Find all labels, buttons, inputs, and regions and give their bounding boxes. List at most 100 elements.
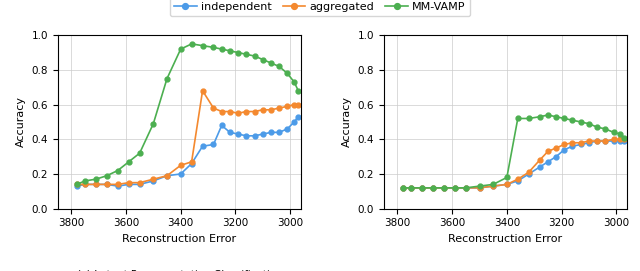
aggregated <box>259 108 267 111</box>
MM-VAMP <box>103 174 111 177</box>
independent <box>462 186 470 189</box>
aggregated <box>275 107 283 110</box>
MM-VAMP <box>577 120 584 124</box>
aggregated <box>525 171 532 174</box>
MM-VAMP <box>490 183 497 186</box>
aggregated <box>462 186 470 189</box>
Title: (a) Latent Representation Classification: (a) Latent Representation Classification <box>76 270 282 271</box>
independent <box>514 179 522 183</box>
X-axis label: Reconstruction Error: Reconstruction Error <box>122 234 236 244</box>
aggregated <box>136 181 143 184</box>
MM-VAMP <box>210 46 218 49</box>
independent <box>610 139 618 143</box>
independent <box>418 186 426 189</box>
Title: (b) Conditional Generation Coherence: (b) Conditional Generation Coherence <box>407 270 604 271</box>
MM-VAMP <box>163 77 171 80</box>
aggregated <box>593 139 601 143</box>
aggregated <box>163 174 171 177</box>
aggregated <box>81 183 89 186</box>
aggregated <box>92 183 100 186</box>
MM-VAMP <box>593 125 601 129</box>
independent <box>234 133 242 136</box>
independent <box>92 183 100 186</box>
aggregated <box>476 186 483 189</box>
MM-VAMP <box>610 131 618 134</box>
aggregated <box>602 139 609 143</box>
aggregated <box>103 183 111 186</box>
independent <box>451 186 459 189</box>
MM-VAMP <box>552 115 560 118</box>
X-axis label: Reconstruction Error: Reconstruction Error <box>449 234 563 244</box>
MM-VAMP <box>243 53 250 56</box>
independent <box>476 186 483 189</box>
aggregated <box>621 138 628 141</box>
independent <box>259 133 267 136</box>
aggregated <box>514 178 522 181</box>
aggregated <box>440 186 448 189</box>
MM-VAMP <box>476 185 483 188</box>
independent <box>577 143 584 146</box>
aggregated <box>552 146 560 150</box>
independent <box>616 139 624 143</box>
MM-VAMP <box>234 51 242 54</box>
independent <box>103 183 111 186</box>
aggregated <box>226 110 234 113</box>
MM-VAMP <box>81 179 89 183</box>
aggregated <box>561 143 568 146</box>
MM-VAMP <box>267 61 275 64</box>
independent <box>188 162 195 165</box>
MM-VAMP <box>616 133 624 136</box>
aggregated <box>198 89 206 92</box>
Y-axis label: Accuracy: Accuracy <box>16 96 26 147</box>
MM-VAMP <box>226 49 234 53</box>
independent <box>114 185 122 188</box>
independent <box>284 127 291 131</box>
independent <box>125 183 132 186</box>
aggregated <box>399 186 407 189</box>
aggregated <box>284 105 291 108</box>
MM-VAMP <box>218 47 225 51</box>
Line: independent: independent <box>74 114 301 189</box>
independent <box>585 141 593 144</box>
MM-VAMP <box>259 58 267 61</box>
MM-VAMP <box>150 122 157 125</box>
independent <box>593 139 601 143</box>
independent <box>136 183 143 186</box>
aggregated <box>177 164 184 167</box>
MM-VAMP <box>291 80 298 84</box>
MM-VAMP <box>198 44 206 47</box>
independent <box>544 160 552 163</box>
Line: MM-VAMP: MM-VAMP <box>74 41 301 187</box>
MM-VAMP <box>585 122 593 125</box>
independent <box>399 186 407 189</box>
aggregated <box>188 160 195 163</box>
aggregated <box>251 110 259 113</box>
aggregated <box>569 141 577 144</box>
Y-axis label: Accuracy: Accuracy <box>342 96 352 147</box>
aggregated <box>114 183 122 186</box>
independent <box>210 143 218 146</box>
MM-VAMP <box>569 119 577 122</box>
MM-VAMP <box>114 169 122 172</box>
MM-VAMP <box>275 65 283 68</box>
independent <box>294 115 302 118</box>
MM-VAMP <box>514 117 522 120</box>
independent <box>218 124 225 127</box>
aggregated <box>544 150 552 153</box>
independent <box>536 165 543 169</box>
aggregated <box>291 103 298 106</box>
MM-VAMP <box>536 115 543 118</box>
aggregated <box>294 103 302 106</box>
aggregated <box>73 183 81 186</box>
independent <box>243 134 250 137</box>
aggregated <box>210 107 218 110</box>
aggregated <box>451 186 459 189</box>
MM-VAMP <box>188 42 195 46</box>
independent <box>177 172 184 176</box>
independent <box>81 183 89 186</box>
Line: aggregated: aggregated <box>74 88 301 187</box>
aggregated <box>429 186 437 189</box>
independent <box>552 155 560 158</box>
aggregated <box>218 110 225 113</box>
MM-VAMP <box>73 183 81 186</box>
